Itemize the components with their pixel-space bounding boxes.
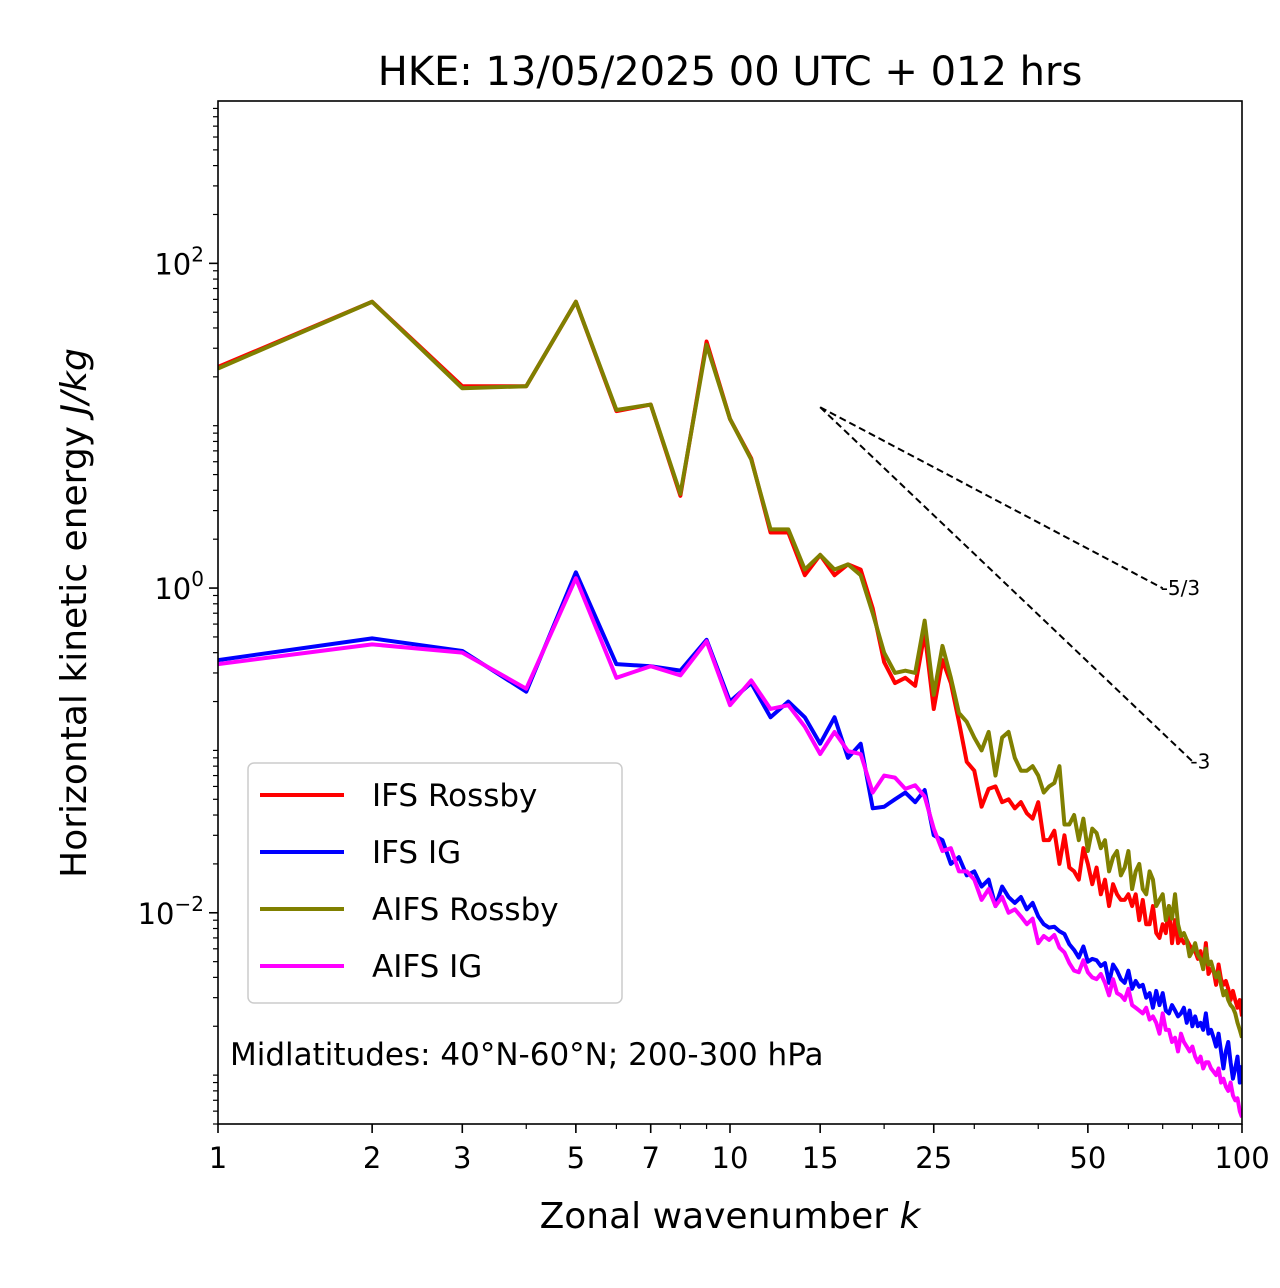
- y-tick-label: 100: [154, 567, 204, 606]
- y-axis-label-text: Horizontal kinetic energy: [54, 415, 95, 878]
- chart-title: HKE: 13/05/2025 00 UTC + 012 hrs: [378, 49, 1083, 95]
- legend: IFS Rossby IFS IG AIFS Rossby AIFS IG: [247, 762, 623, 1004]
- legend-label: AIFS Rossby: [372, 892, 559, 928]
- x-tick-label: 1: [209, 1141, 227, 1175]
- x-tick-label: 50: [1069, 1141, 1106, 1175]
- x-tick-label: 25: [915, 1141, 952, 1175]
- series-line-aifs-ig: [218, 576, 1242, 1118]
- reference-slopes: -5/3 -3: [819, 406, 1210, 773]
- y-axis-label: Horizontal kinetic energy J/kg: [54, 348, 95, 878]
- x-tick-label: 100: [1214, 1141, 1269, 1175]
- region-annotation: Midlatitudes: 40°N-60°N; 200-300 hPa: [230, 1037, 824, 1073]
- legend-label: AIFS IG: [372, 949, 482, 985]
- x-tick-label: 5: [567, 1141, 585, 1175]
- y-axis-label-units: J/kg: [54, 348, 95, 420]
- series-line-aifs-rossby: [218, 299, 1242, 1039]
- reference-slope-label-1: -3: [1190, 749, 1210, 773]
- reference-slope-line-0: [819, 406, 1164, 590]
- x-tick-label: 7: [641, 1141, 659, 1175]
- legend-label: IFS Rossby: [372, 778, 537, 814]
- legend-box: [247, 762, 623, 1004]
- x-tick-label: 3: [453, 1141, 471, 1175]
- legend-label: IFS IG: [372, 835, 461, 871]
- reference-slope-line-1: [819, 406, 1194, 763]
- x-axis-label-variable: k: [900, 1196, 923, 1237]
- x-tick-label: 2: [363, 1141, 381, 1175]
- x-tick-label: 10: [712, 1141, 749, 1175]
- y-tick-label: 10−2: [138, 892, 204, 931]
- x-tick-label: 15: [802, 1141, 839, 1175]
- series-layer: [218, 299, 1242, 1118]
- axes: 1 2 3 5 7 10 15 25 50 100 10−2 100 102: [138, 100, 1270, 1175]
- x-axis-label-text: Zonal wavenumber: [540, 1196, 900, 1237]
- y-tick-label: 102: [154, 242, 204, 281]
- reference-slope-label-0: -5/3: [1161, 576, 1200, 600]
- x-axis-label: Zonal wavenumber k: [540, 1196, 923, 1237]
